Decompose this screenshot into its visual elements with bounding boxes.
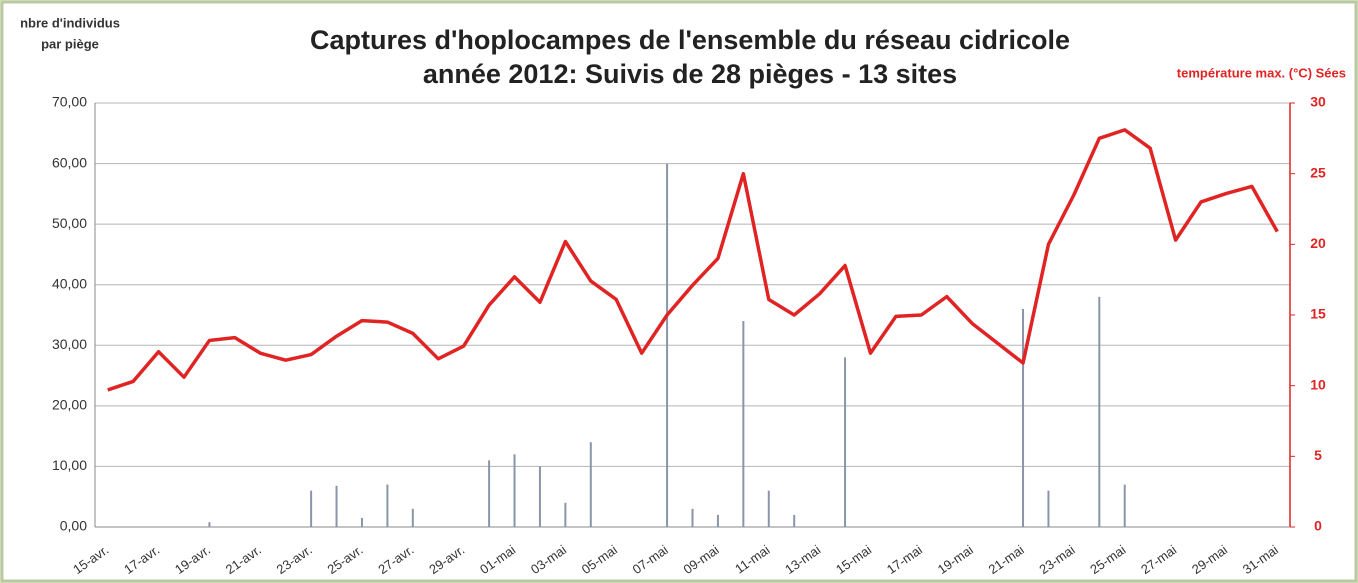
bar [589, 442, 592, 527]
bar [691, 508, 694, 527]
bar [360, 517, 363, 527]
bar [666, 163, 669, 528]
y-tick-label: 20,00 [52, 397, 87, 413]
bar [335, 485, 338, 527]
bar [767, 490, 770, 527]
bar [1098, 296, 1101, 527]
bar [716, 514, 719, 527]
bar [1022, 308, 1025, 527]
y-axis-label: par piège [41, 36, 99, 51]
bar [1123, 484, 1126, 527]
chart-title: Captures d'hoplocampes de l'ensemble du … [310, 25, 1070, 55]
bar [310, 490, 313, 527]
bar [1047, 490, 1050, 527]
y-tick-label: 70,00 [52, 94, 87, 110]
y-tick-label: 10,00 [52, 457, 87, 473]
bar [513, 454, 516, 527]
bar [742, 321, 745, 527]
chart-subtitle: année 2012: Suivis de 28 pièges - 13 sit… [423, 59, 957, 89]
bar [564, 502, 567, 527]
y2-tick-label: 10 [1310, 376, 1326, 392]
y2-axis-label: température max. (°C) Sées [1177, 65, 1346, 80]
y2-tick-label: 15 [1310, 306, 1326, 322]
bar [538, 466, 541, 527]
bar [411, 508, 414, 527]
bar [793, 514, 796, 527]
bar [208, 522, 211, 527]
line [107, 128, 1279, 392]
y2-tick-label: 25 [1310, 164, 1326, 180]
y2-tick-label: 30 [1310, 94, 1326, 110]
y2-tick-label: 5 [1314, 447, 1322, 463]
y-tick-label: 60,00 [52, 154, 87, 170]
bar [844, 357, 847, 527]
y2-tick-label: 0 [1314, 518, 1322, 534]
y-tick-label: 30,00 [52, 336, 87, 352]
y2-tick-label: 20 [1310, 235, 1326, 251]
y-axis-label: nbre d'individus [20, 15, 120, 30]
y-tick-label: 0,00 [60, 518, 87, 534]
bar [488, 460, 491, 527]
bar [386, 484, 389, 527]
y-tick-label: 50,00 [52, 215, 87, 231]
y-tick-label: 40,00 [52, 275, 87, 291]
